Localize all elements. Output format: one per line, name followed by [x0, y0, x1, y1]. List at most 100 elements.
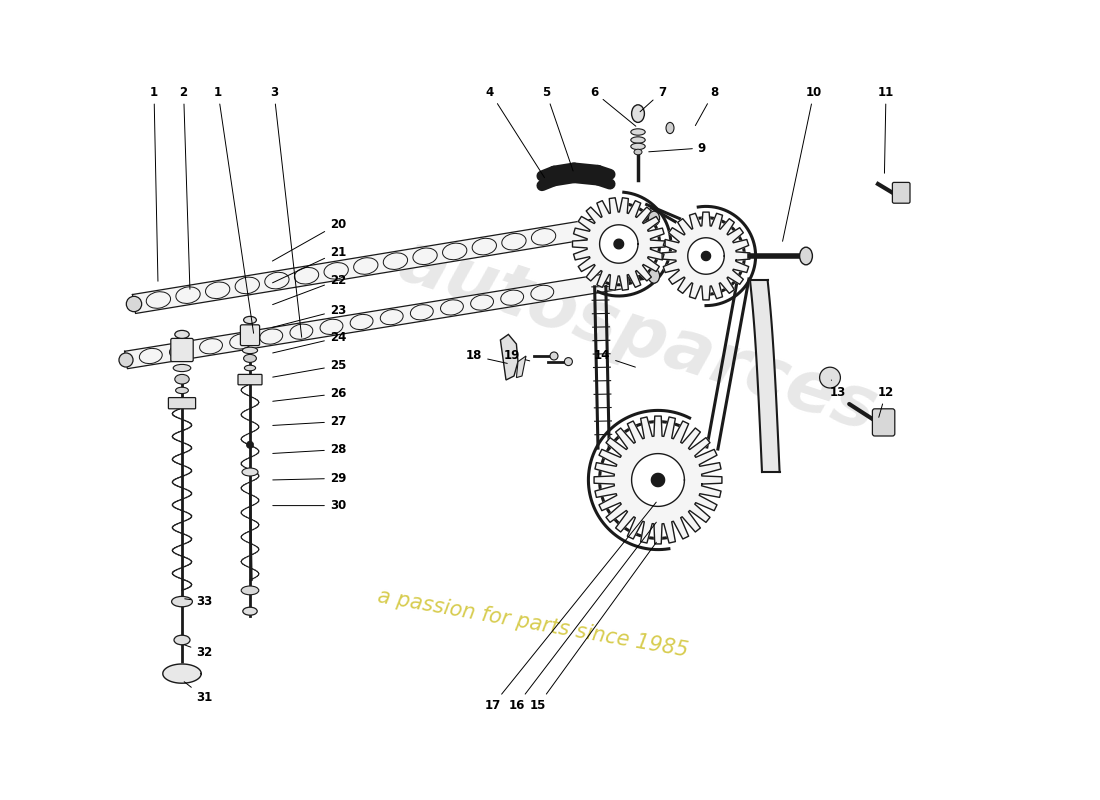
- Ellipse shape: [169, 343, 192, 358]
- Ellipse shape: [172, 597, 192, 606]
- Polygon shape: [614, 239, 624, 249]
- Text: 4: 4: [486, 86, 544, 178]
- Ellipse shape: [324, 262, 349, 279]
- Text: 8: 8: [695, 86, 718, 126]
- Polygon shape: [600, 225, 638, 263]
- Ellipse shape: [243, 316, 256, 323]
- Ellipse shape: [265, 272, 289, 289]
- Text: a passion for parts since 1985: a passion for parts since 1985: [375, 587, 690, 661]
- Text: 1: 1: [213, 86, 254, 334]
- Text: 10: 10: [782, 86, 822, 242]
- Text: 29: 29: [273, 472, 346, 485]
- Text: 26: 26: [273, 387, 346, 402]
- Ellipse shape: [634, 149, 642, 154]
- Ellipse shape: [502, 234, 526, 250]
- Ellipse shape: [260, 329, 283, 344]
- Text: 19: 19: [504, 350, 530, 362]
- Polygon shape: [651, 474, 664, 486]
- Ellipse shape: [471, 295, 494, 310]
- Ellipse shape: [472, 238, 496, 255]
- Ellipse shape: [410, 305, 433, 320]
- Ellipse shape: [244, 365, 255, 371]
- Ellipse shape: [648, 269, 660, 283]
- Ellipse shape: [241, 586, 258, 595]
- Circle shape: [820, 367, 840, 388]
- Polygon shape: [702, 251, 711, 261]
- Text: 7: 7: [640, 86, 667, 112]
- Ellipse shape: [290, 324, 312, 339]
- Text: 32: 32: [185, 645, 212, 658]
- FancyBboxPatch shape: [170, 338, 194, 362]
- Polygon shape: [662, 212, 750, 300]
- Ellipse shape: [175, 374, 189, 384]
- Ellipse shape: [440, 300, 463, 315]
- Ellipse shape: [800, 247, 813, 265]
- Ellipse shape: [630, 137, 646, 143]
- Text: 31: 31: [184, 682, 212, 704]
- Ellipse shape: [126, 296, 142, 312]
- Ellipse shape: [630, 143, 646, 150]
- Text: 30: 30: [273, 499, 346, 512]
- Polygon shape: [688, 238, 724, 274]
- Ellipse shape: [531, 229, 556, 245]
- Polygon shape: [631, 454, 684, 506]
- Text: 3: 3: [270, 86, 301, 338]
- Ellipse shape: [630, 129, 646, 135]
- Text: 18: 18: [465, 350, 507, 363]
- Ellipse shape: [412, 248, 437, 265]
- Ellipse shape: [550, 352, 558, 360]
- Ellipse shape: [666, 122, 674, 134]
- FancyBboxPatch shape: [238, 374, 262, 385]
- Text: 27: 27: [273, 415, 346, 428]
- Ellipse shape: [243, 607, 257, 615]
- Text: 28: 28: [273, 443, 346, 456]
- Ellipse shape: [295, 267, 319, 284]
- Ellipse shape: [243, 354, 256, 362]
- Ellipse shape: [648, 211, 660, 226]
- Text: autosparces: autosparces: [390, 226, 886, 446]
- Ellipse shape: [119, 353, 133, 367]
- Text: 20: 20: [273, 218, 346, 261]
- Ellipse shape: [442, 243, 466, 260]
- Polygon shape: [572, 198, 666, 290]
- Ellipse shape: [230, 334, 253, 349]
- Text: 6: 6: [590, 86, 636, 126]
- Text: 1: 1: [150, 86, 158, 282]
- Ellipse shape: [320, 319, 343, 334]
- Ellipse shape: [176, 387, 188, 394]
- FancyBboxPatch shape: [168, 398, 196, 409]
- Text: 22: 22: [273, 274, 346, 305]
- Polygon shape: [124, 271, 624, 369]
- Polygon shape: [163, 664, 201, 683]
- Text: 17: 17: [484, 502, 657, 712]
- Ellipse shape: [500, 290, 524, 306]
- Text: 24: 24: [273, 331, 346, 353]
- Ellipse shape: [631, 105, 645, 122]
- Ellipse shape: [242, 468, 258, 476]
- Ellipse shape: [381, 310, 403, 325]
- FancyBboxPatch shape: [892, 182, 910, 203]
- Polygon shape: [516, 356, 526, 378]
- Ellipse shape: [353, 258, 378, 274]
- Ellipse shape: [242, 347, 257, 354]
- Ellipse shape: [146, 292, 170, 308]
- Ellipse shape: [174, 635, 190, 645]
- Ellipse shape: [383, 253, 408, 270]
- Text: 12: 12: [878, 386, 894, 418]
- Ellipse shape: [564, 358, 572, 366]
- Text: 14: 14: [594, 350, 636, 367]
- Text: 2: 2: [179, 86, 190, 290]
- Text: 5: 5: [542, 86, 573, 171]
- Ellipse shape: [199, 338, 222, 354]
- Ellipse shape: [176, 287, 200, 303]
- Ellipse shape: [206, 282, 230, 298]
- Polygon shape: [542, 168, 610, 186]
- Ellipse shape: [246, 442, 254, 449]
- Ellipse shape: [175, 330, 189, 338]
- Polygon shape: [500, 334, 518, 380]
- Ellipse shape: [531, 286, 553, 301]
- Text: 11: 11: [878, 86, 894, 174]
- Polygon shape: [594, 416, 722, 544]
- Polygon shape: [132, 214, 624, 314]
- Ellipse shape: [140, 348, 162, 364]
